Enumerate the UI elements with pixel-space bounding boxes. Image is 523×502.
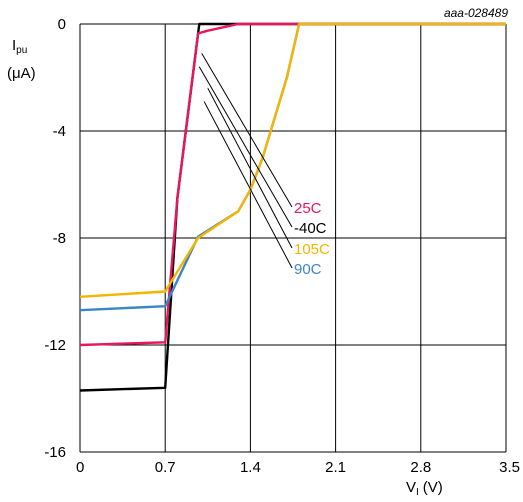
leader-line: [201, 53, 293, 208]
series-line: [79, 22, 506, 312]
x-tick-label: 3.5: [499, 459, 520, 476]
x-tick-label: 1.4: [240, 459, 261, 476]
leader-line: [203, 101, 293, 269]
series-line: [79, 22, 506, 392]
label-leader-lines: [198, 53, 293, 269]
leader-line: [198, 66, 293, 228]
tick-labels: 0 0.7 1.4 2.1 2.8 3.5 0 -4 -8 -12 -16: [44, 16, 520, 476]
y-tick-label: -12: [44, 337, 66, 354]
series-label: 105C: [294, 241, 330, 258]
leader-line: [207, 87, 293, 249]
series-labels: 25C -40C 105C 90C: [294, 200, 330, 278]
series-line: [79, 22, 506, 298]
y-axis-label: Ipu: [12, 37, 27, 56]
x-tick-label: 2.8: [410, 459, 431, 476]
x-tick-label: 0: [76, 459, 84, 476]
x-tick-label: 2.1: [325, 459, 346, 476]
series-label: -40C: [294, 220, 327, 237]
y-tick-label: -8: [53, 230, 66, 247]
series-lines: [79, 22, 506, 392]
series-line: [79, 22, 506, 347]
y-tick-label: -16: [44, 444, 66, 461]
series-label: 25C: [294, 200, 322, 217]
x-tick-label: 0.7: [155, 459, 176, 476]
y-axis-unit: (μA): [7, 65, 36, 82]
reference-label: aaa-028489: [444, 6, 508, 20]
series-label: 90C: [294, 261, 322, 278]
y-tick-label: -4: [53, 123, 66, 140]
grid: [79, 23, 507, 453]
y-tick-label: 0: [58, 16, 66, 33]
x-axis-label: VI (V): [406, 479, 443, 498]
